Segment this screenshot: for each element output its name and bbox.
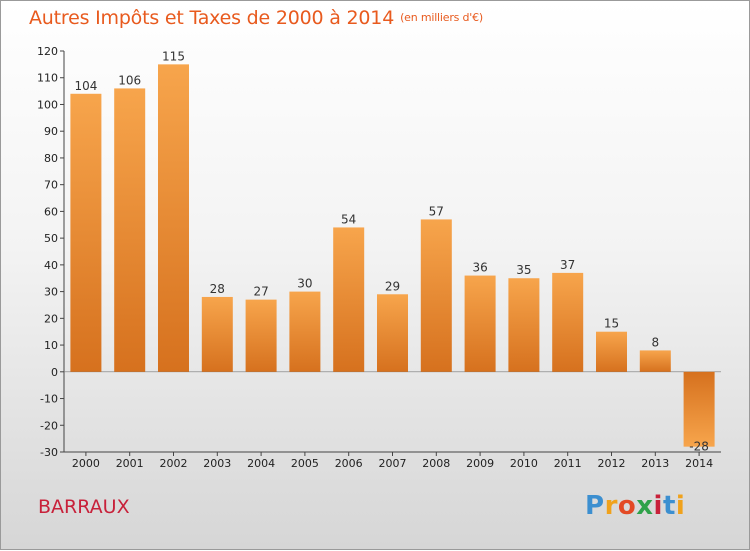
data-label-2003: 28 (210, 282, 225, 296)
y-tick-label: 70 (44, 179, 58, 192)
x-tick-label: 2006 (335, 457, 363, 470)
bar-2000 (70, 93, 102, 372)
data-label-2010: 35 (516, 263, 531, 277)
bar-2011 (552, 272, 584, 372)
bar-2002 (158, 64, 189, 372)
bar-2006 (333, 227, 365, 372)
y-tick-label: 90 (44, 125, 58, 138)
y-tick-label: 50 (44, 232, 58, 245)
bar-2007 (377, 294, 408, 372)
y-tick-label: 10 (44, 339, 58, 352)
bar-2008 (420, 219, 452, 372)
x-tick-label: 2012 (598, 457, 626, 470)
chart-unit: (en milliers d'€) (400, 11, 483, 24)
x-tick-label: 2013 (641, 457, 669, 470)
data-label-2008: 57 (429, 204, 444, 218)
data-label-2007: 29 (385, 279, 400, 293)
logo-letter: r (604, 491, 618, 521)
data-label-2002: 115 (162, 49, 185, 63)
axes: -30 -20 -10 0 10 20 30 40 50 60 70 80 90 100 110 120 200… (37, 45, 721, 470)
x-tick-label: 2002 (160, 457, 188, 470)
y-tick-label: 110 (37, 72, 58, 85)
data-label-2012: 15 (604, 317, 619, 331)
y-tick-label: -30 (40, 446, 58, 459)
x-tick-label: 2005 (291, 457, 319, 470)
x-tick-label: 2001 (116, 457, 144, 470)
x-tick-label: 2007 (379, 457, 407, 470)
logo-letter: t (662, 491, 676, 521)
y-tick-label: 40 (44, 259, 58, 272)
x-tick-label: 2010 (510, 457, 538, 470)
y-tick-label: 120 (37, 45, 58, 58)
x-tick-label: 2004 (247, 457, 275, 470)
bar-2001 (114, 88, 146, 372)
bar-2012 (596, 331, 627, 372)
data-label-2001: 106 (118, 73, 141, 87)
y-tick-label: 30 (44, 286, 58, 299)
bar-2014 (683, 371, 715, 447)
bars-group (70, 64, 715, 447)
data-label-2011: 37 (560, 258, 575, 272)
chart-title: Autres Impôts et Taxes de 2000 à 2014 (en… (29, 7, 483, 29)
bar-2004 (245, 299, 277, 372)
proxiti-logo: Proxiti (585, 491, 685, 521)
y-tick-label: 80 (44, 152, 58, 165)
y-tick-label: 0 (51, 366, 58, 379)
x-tick-label: 2000 (72, 457, 100, 470)
data-label-2000: 104 (74, 79, 97, 93)
data-label-2009: 36 (472, 261, 487, 275)
y-tick-label: -10 (40, 393, 58, 406)
bar-2003 (201, 296, 233, 372)
logo-letter: i (653, 491, 663, 521)
y-tick-label: 60 (44, 205, 58, 218)
bar-2013 (639, 350, 671, 372)
y-tick-label: -20 (40, 419, 58, 432)
logo-letter: x (636, 491, 654, 521)
x-tick-label: 2009 (466, 457, 494, 470)
data-label-2006: 54 (341, 212, 356, 226)
chart-title-text: Autres Impôts et Taxes de 2000 à 2014 (29, 7, 395, 29)
data-label-2004: 27 (253, 285, 268, 299)
y-tick-label: 100 (37, 98, 58, 111)
x-tick-label: 2003 (203, 457, 231, 470)
logo-letter: P (585, 491, 605, 521)
logo-letter: o (617, 491, 637, 521)
logo-letter: i (675, 491, 686, 521)
x-tick-label: 2014 (685, 457, 713, 470)
data-label-2014: -28 (689, 440, 709, 454)
bar-2009 (464, 275, 496, 372)
data-labels-group: 104 106 115 28 27 30 54 29 57 36 35 37 15 8 -28 (74, 49, 708, 453)
commune-name: BARRAUX (38, 496, 130, 518)
x-tick-label: 2011 (554, 457, 582, 470)
data-label-2013: 8 (651, 335, 659, 349)
x-tick-label: 2008 (422, 457, 450, 470)
data-label-2005: 30 (297, 277, 312, 291)
bar-2005 (289, 291, 321, 372)
y-tick-label: 20 (44, 312, 58, 325)
bar-2010 (508, 278, 540, 372)
